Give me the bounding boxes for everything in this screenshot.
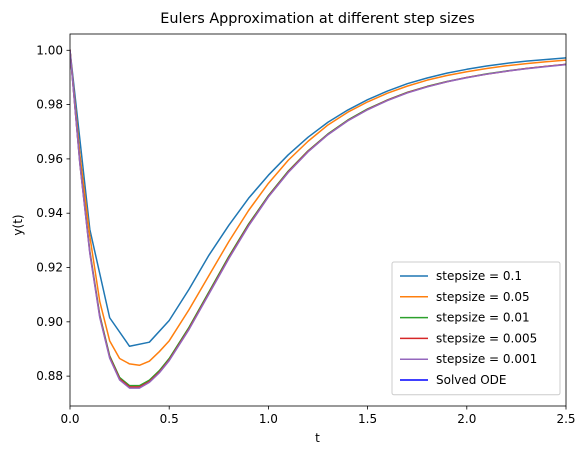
series-line-5 bbox=[70, 49, 566, 389]
axes-ticks: 0.0 0.5 1.0 1.5 2.0 2.5 0.88 0.90 0.92 0.94 0.96 0.… bbox=[36, 43, 575, 426]
y-axis-label: y(t) bbox=[11, 214, 25, 235]
x-tick-label: 0.0 bbox=[60, 412, 79, 426]
x-tick-label: 2.0 bbox=[457, 412, 476, 426]
x-tick-label: 0.5 bbox=[160, 412, 179, 426]
y-tick-label: 0.94 bbox=[36, 206, 63, 220]
legend-label-2: stepsize = 0.05 bbox=[436, 290, 530, 304]
legend: stepsize = 0.1 stepsize = 0.05 stepsize = … bbox=[391, 261, 561, 396]
series-line-1 bbox=[70, 49, 566, 348]
y-tick-label: 0.96 bbox=[36, 152, 63, 166]
x-axis-label: t bbox=[315, 431, 320, 445]
x-tick-label: 1.0 bbox=[259, 412, 278, 426]
x-tick-label: 2.5 bbox=[556, 412, 575, 426]
series-line-2 bbox=[70, 49, 566, 367]
legend-label-4: stepsize = 0.005 bbox=[436, 331, 537, 345]
chart-title: Eulers Approximation at different step s… bbox=[160, 11, 474, 27]
x-tick-label: 1.5 bbox=[358, 412, 377, 426]
y-tick-label: 0.92 bbox=[36, 261, 63, 275]
y-tick-label: 0.88 bbox=[36, 369, 63, 383]
axes-frame bbox=[69, 33, 567, 407]
legend-box bbox=[391, 261, 561, 396]
legend-label-1: stepsize = 0.1 bbox=[436, 269, 522, 283]
legend-label-6: Solved ODE bbox=[436, 373, 506, 387]
y-tick-label: 0.90 bbox=[36, 315, 63, 329]
legend-label-3: stepsize = 0.01 bbox=[436, 311, 530, 325]
legend-label-5: stepsize = 0.001 bbox=[436, 352, 537, 366]
plot-area bbox=[69, 33, 567, 407]
y-tick-label: 1.00 bbox=[36, 43, 63, 57]
y-tick-label: 0.98 bbox=[36, 98, 63, 112]
